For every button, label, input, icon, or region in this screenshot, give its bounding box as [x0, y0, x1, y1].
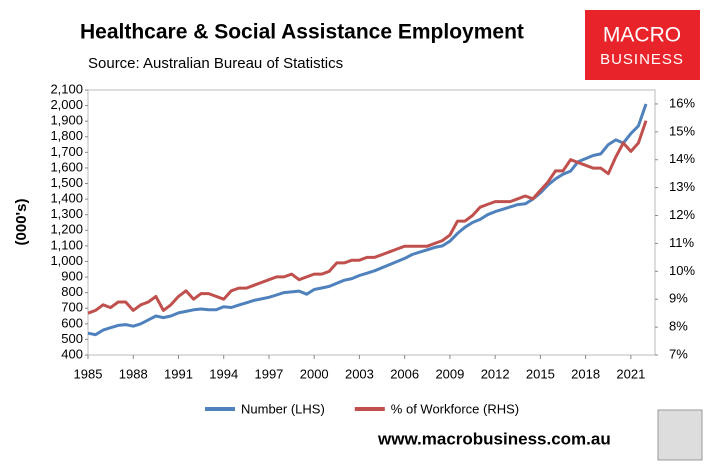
y2-tick-label: 15%	[669, 123, 695, 138]
x-tick-label: 2012	[481, 366, 510, 381]
series-line	[87, 120, 648, 315]
y-tick-label: 1,300	[50, 206, 83, 221]
y-tick-label: 600	[61, 315, 83, 330]
y-tick-label: 1,600	[50, 159, 83, 174]
y2-tick-label: 8%	[669, 319, 688, 334]
x-tick-label: 1985	[74, 366, 103, 381]
y2-tick-label: 7%	[669, 346, 688, 361]
y2-tick-label: 16%	[669, 95, 695, 110]
legend-label: % of Workforce (RHS)	[391, 401, 519, 416]
series-line	[87, 103, 648, 337]
logo-text: MACRO	[603, 24, 681, 47]
y-tick-label: 1,900	[50, 113, 83, 128]
x-tick-label: 2003	[345, 366, 374, 381]
y-tick-label: 400	[61, 346, 83, 361]
x-tick-label: 2009	[435, 366, 464, 381]
x-tick-label: 1997	[254, 366, 283, 381]
y-tick-label: 2,100	[50, 81, 83, 96]
x-tick-label: 2021	[616, 366, 645, 381]
x-tick-label: 2018	[571, 366, 600, 381]
y-tick-label: 1,800	[50, 128, 83, 143]
y-tick-label: 2,000	[50, 97, 83, 112]
logo-image	[657, 409, 703, 461]
y-tick-label: 1,500	[50, 175, 83, 190]
y-axis-label: (000's)	[13, 199, 30, 246]
y2-tick-label: 13%	[669, 179, 695, 194]
y-tick-label: 1,100	[50, 237, 83, 252]
y-tick-label: 1,700	[50, 144, 83, 159]
y-tick-label: 500	[61, 331, 83, 346]
y-tick-label: 800	[61, 284, 83, 299]
x-tick-label: 1994	[209, 366, 238, 381]
y-tick-label: 1,200	[50, 222, 83, 237]
y-tick-label: 1,000	[50, 253, 83, 268]
x-tick-label: 2000	[300, 366, 329, 381]
chart-subtitle: Source: Australian Bureau of Statistics	[88, 55, 343, 72]
y2-tick-label: 12%	[669, 207, 695, 222]
legend-label: Number (LHS)	[241, 401, 325, 416]
logo-text: BUSINESS	[600, 51, 684, 68]
y-tick-label: 900	[61, 268, 83, 283]
y2-tick-label: 10%	[669, 263, 695, 278]
plot-area	[87, 89, 656, 356]
chart-title: Healthcare & Social Assistance Employmen…	[80, 21, 524, 44]
website: www.macrobusiness.com.au	[377, 429, 611, 448]
x-tick-label: 1988	[119, 366, 148, 381]
x-tick-label: 2015	[526, 366, 555, 381]
y2-tick-label: 9%	[669, 291, 688, 306]
y2-tick-label: 14%	[669, 151, 695, 166]
y2-tick-label: 11%	[669, 235, 694, 250]
y-tick-label: 700	[61, 300, 83, 315]
logo-box	[585, 10, 700, 80]
y-tick-label: 1,400	[50, 191, 83, 206]
x-tick-label: 1991	[164, 366, 193, 381]
x-tick-label: 2006	[390, 366, 419, 381]
